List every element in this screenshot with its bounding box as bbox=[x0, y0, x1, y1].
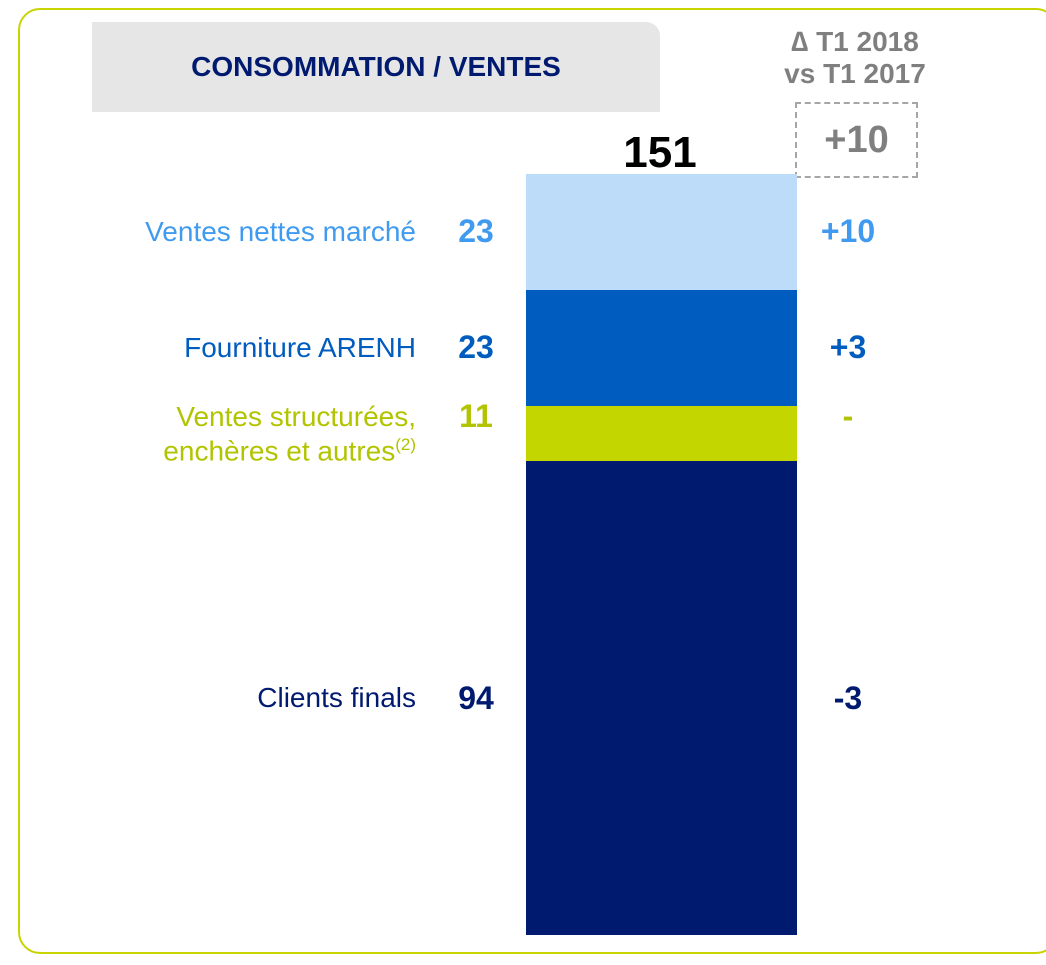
bar-segment bbox=[526, 289, 797, 406]
bar-segment bbox=[526, 461, 797, 935]
total-delta: +10 bbox=[795, 102, 918, 178]
delta-header-line: ∆ T1 2018 bbox=[791, 26, 919, 57]
delta-label: - bbox=[842, 398, 854, 435]
panel-frame bbox=[18, 8, 1046, 954]
series-label: Fourniture ARENH bbox=[56, 331, 416, 363]
bar-segment bbox=[526, 405, 797, 462]
series-name: Ventes nettes marché bbox=[145, 215, 416, 247]
series-label: Ventes nettes marché bbox=[56, 215, 416, 247]
value-label: 23 bbox=[458, 213, 494, 250]
bar-segment bbox=[526, 174, 797, 290]
series-name: Clients finals bbox=[257, 682, 416, 714]
value-label: 11 bbox=[459, 398, 493, 435]
delta-label: +10 bbox=[820, 213, 876, 250]
value-label: 94 bbox=[458, 679, 494, 716]
delta-label: +3 bbox=[829, 329, 867, 366]
series-name: Ventes structurées, enchères et autres bbox=[163, 400, 416, 466]
total-label: 151 bbox=[623, 128, 697, 177]
delta-header: ∆ T1 2018 vs T1 2017 bbox=[780, 26, 930, 90]
series-label: Ventes structurées, enchères et autres(2… bbox=[56, 400, 416, 466]
series-name: Fourniture ARENH bbox=[184, 331, 416, 363]
value-label: 23 bbox=[458, 329, 494, 366]
chart-title: CONSOMMATION / VENTES bbox=[92, 22, 660, 112]
delta-header-line: vs T1 2017 bbox=[784, 58, 926, 89]
delta-label: -3 bbox=[833, 679, 863, 716]
footnote-mark: (2) bbox=[395, 434, 416, 454]
series-label: Clients finals bbox=[56, 684, 416, 712]
